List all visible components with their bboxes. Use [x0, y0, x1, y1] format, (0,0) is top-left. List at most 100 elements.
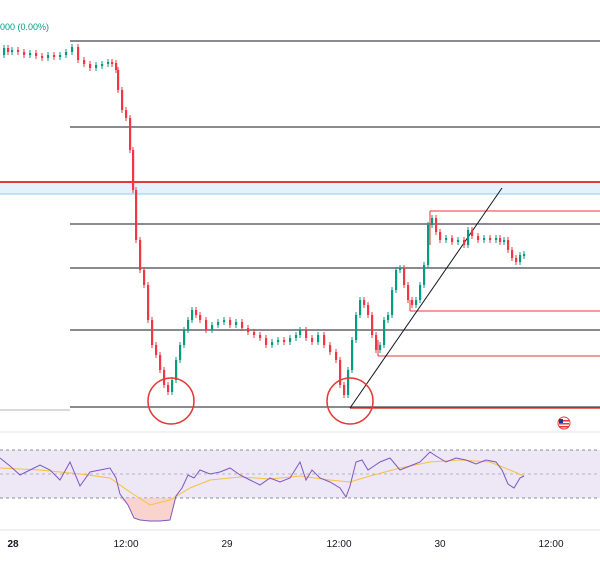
candle-body: [23, 52, 26, 55]
candle-body: [65, 52, 68, 55]
candle-body: [435, 218, 438, 232]
candle-body: [347, 370, 350, 395]
candle-body: [132, 150, 135, 190]
candle-body: [511, 250, 514, 258]
candle-body: [265, 338, 268, 345]
low-circle-1[interactable]: [147, 377, 195, 425]
candle-body: [471, 230, 474, 236]
candle-body: [29, 53, 32, 55]
candle-body: [445, 238, 448, 240]
candle-body: [235, 322, 238, 325]
candle-body: [335, 352, 338, 360]
candle-body: [83, 60, 86, 64]
candle-body: [159, 355, 162, 370]
candle-body: [305, 330, 308, 338]
candle-body: [431, 218, 434, 225]
candle-body: [317, 335, 320, 342]
candle-body: [35, 53, 38, 56]
candle-body: [47, 55, 50, 58]
time-label-30: 30: [434, 539, 446, 550]
candle-body: [387, 315, 390, 320]
candle-body: [463, 240, 466, 245]
time-label-29: 29: [221, 539, 233, 550]
candle-body: [395, 270, 398, 290]
candle-body: [283, 340, 286, 342]
candle-body: [89, 64, 92, 68]
candle-body: [391, 290, 394, 315]
candle-body: [277, 340, 280, 342]
candle-body: [407, 285, 410, 300]
candle-body: [415, 300, 418, 305]
candle-body: [403, 268, 406, 285]
candle-body: [523, 254, 526, 256]
candle-body: [223, 320, 226, 322]
candle-body: [95, 65, 98, 68]
candle-body: [151, 320, 154, 345]
us-flag-icon[interactable]: [557, 416, 571, 430]
time-label-12-00-a: 12:00: [113, 539, 139, 550]
candle-body: [71, 47, 74, 52]
trend-line[interactable]: [349, 187, 503, 409]
candle-body: [247, 328, 250, 332]
candle-body: [507, 240, 510, 250]
candle-body: [451, 238, 454, 242]
candle-body: [499, 238, 502, 242]
candle-body: [129, 118, 132, 150]
candle-body: [107, 62, 110, 64]
candle-body: [383, 320, 386, 345]
candle-body: [351, 340, 354, 370]
candle-body: [295, 335, 298, 338]
rsi-oversold-fill: [116, 498, 176, 521]
candle-body: [329, 345, 332, 352]
candle-body: [423, 265, 426, 285]
candle-body: [125, 110, 128, 118]
candle-body: [135, 190, 138, 240]
candle-body: [205, 320, 208, 330]
candle-body: [7, 48, 10, 52]
candle-body: [41, 56, 44, 58]
candle-body: [483, 238, 486, 240]
candle-body: [427, 225, 430, 265]
candle-body: [323, 335, 326, 345]
candle-body: [411, 300, 414, 305]
candle-body: [17, 50, 20, 52]
candle-body: [171, 380, 174, 392]
candle-body: [371, 315, 374, 335]
candle-body: [111, 62, 114, 64]
candle-body: [195, 310, 198, 315]
rsi-line: [0, 451, 525, 522]
time-label-12-00-c: 12:00: [538, 539, 564, 550]
candle-body: [375, 335, 378, 350]
candle-body: [399, 268, 402, 270]
candle-body: [155, 345, 158, 355]
candle-body: [419, 285, 422, 300]
candles-group: [3, 44, 526, 398]
candle-body: [241, 322, 244, 328]
candle-body: [477, 236, 480, 240]
time-label-12-00-b: 12:00: [326, 539, 352, 550]
candle-body: [489, 238, 492, 240]
low-circle-2[interactable]: [326, 377, 374, 425]
candle-body: [259, 335, 262, 338]
candle-body: [289, 338, 292, 342]
candle-body: [117, 70, 120, 90]
candle-body: [191, 310, 194, 320]
candle-body: [363, 300, 366, 305]
candle-body: [59, 55, 62, 57]
candle-body: [167, 385, 170, 392]
candle-body: [343, 385, 346, 395]
candle-body: [121, 90, 124, 110]
candle-body: [299, 330, 302, 335]
candle-body: [183, 330, 186, 345]
candle-body: [187, 320, 190, 330]
candle-body: [311, 338, 314, 342]
resistance-band: [0, 182, 600, 194]
candle-body: [229, 320, 232, 325]
candle-body: [211, 325, 214, 330]
candle-body: [77, 47, 80, 60]
candle-body: [339, 360, 342, 385]
candle-body: [355, 315, 358, 340]
candle-body: [175, 360, 178, 380]
